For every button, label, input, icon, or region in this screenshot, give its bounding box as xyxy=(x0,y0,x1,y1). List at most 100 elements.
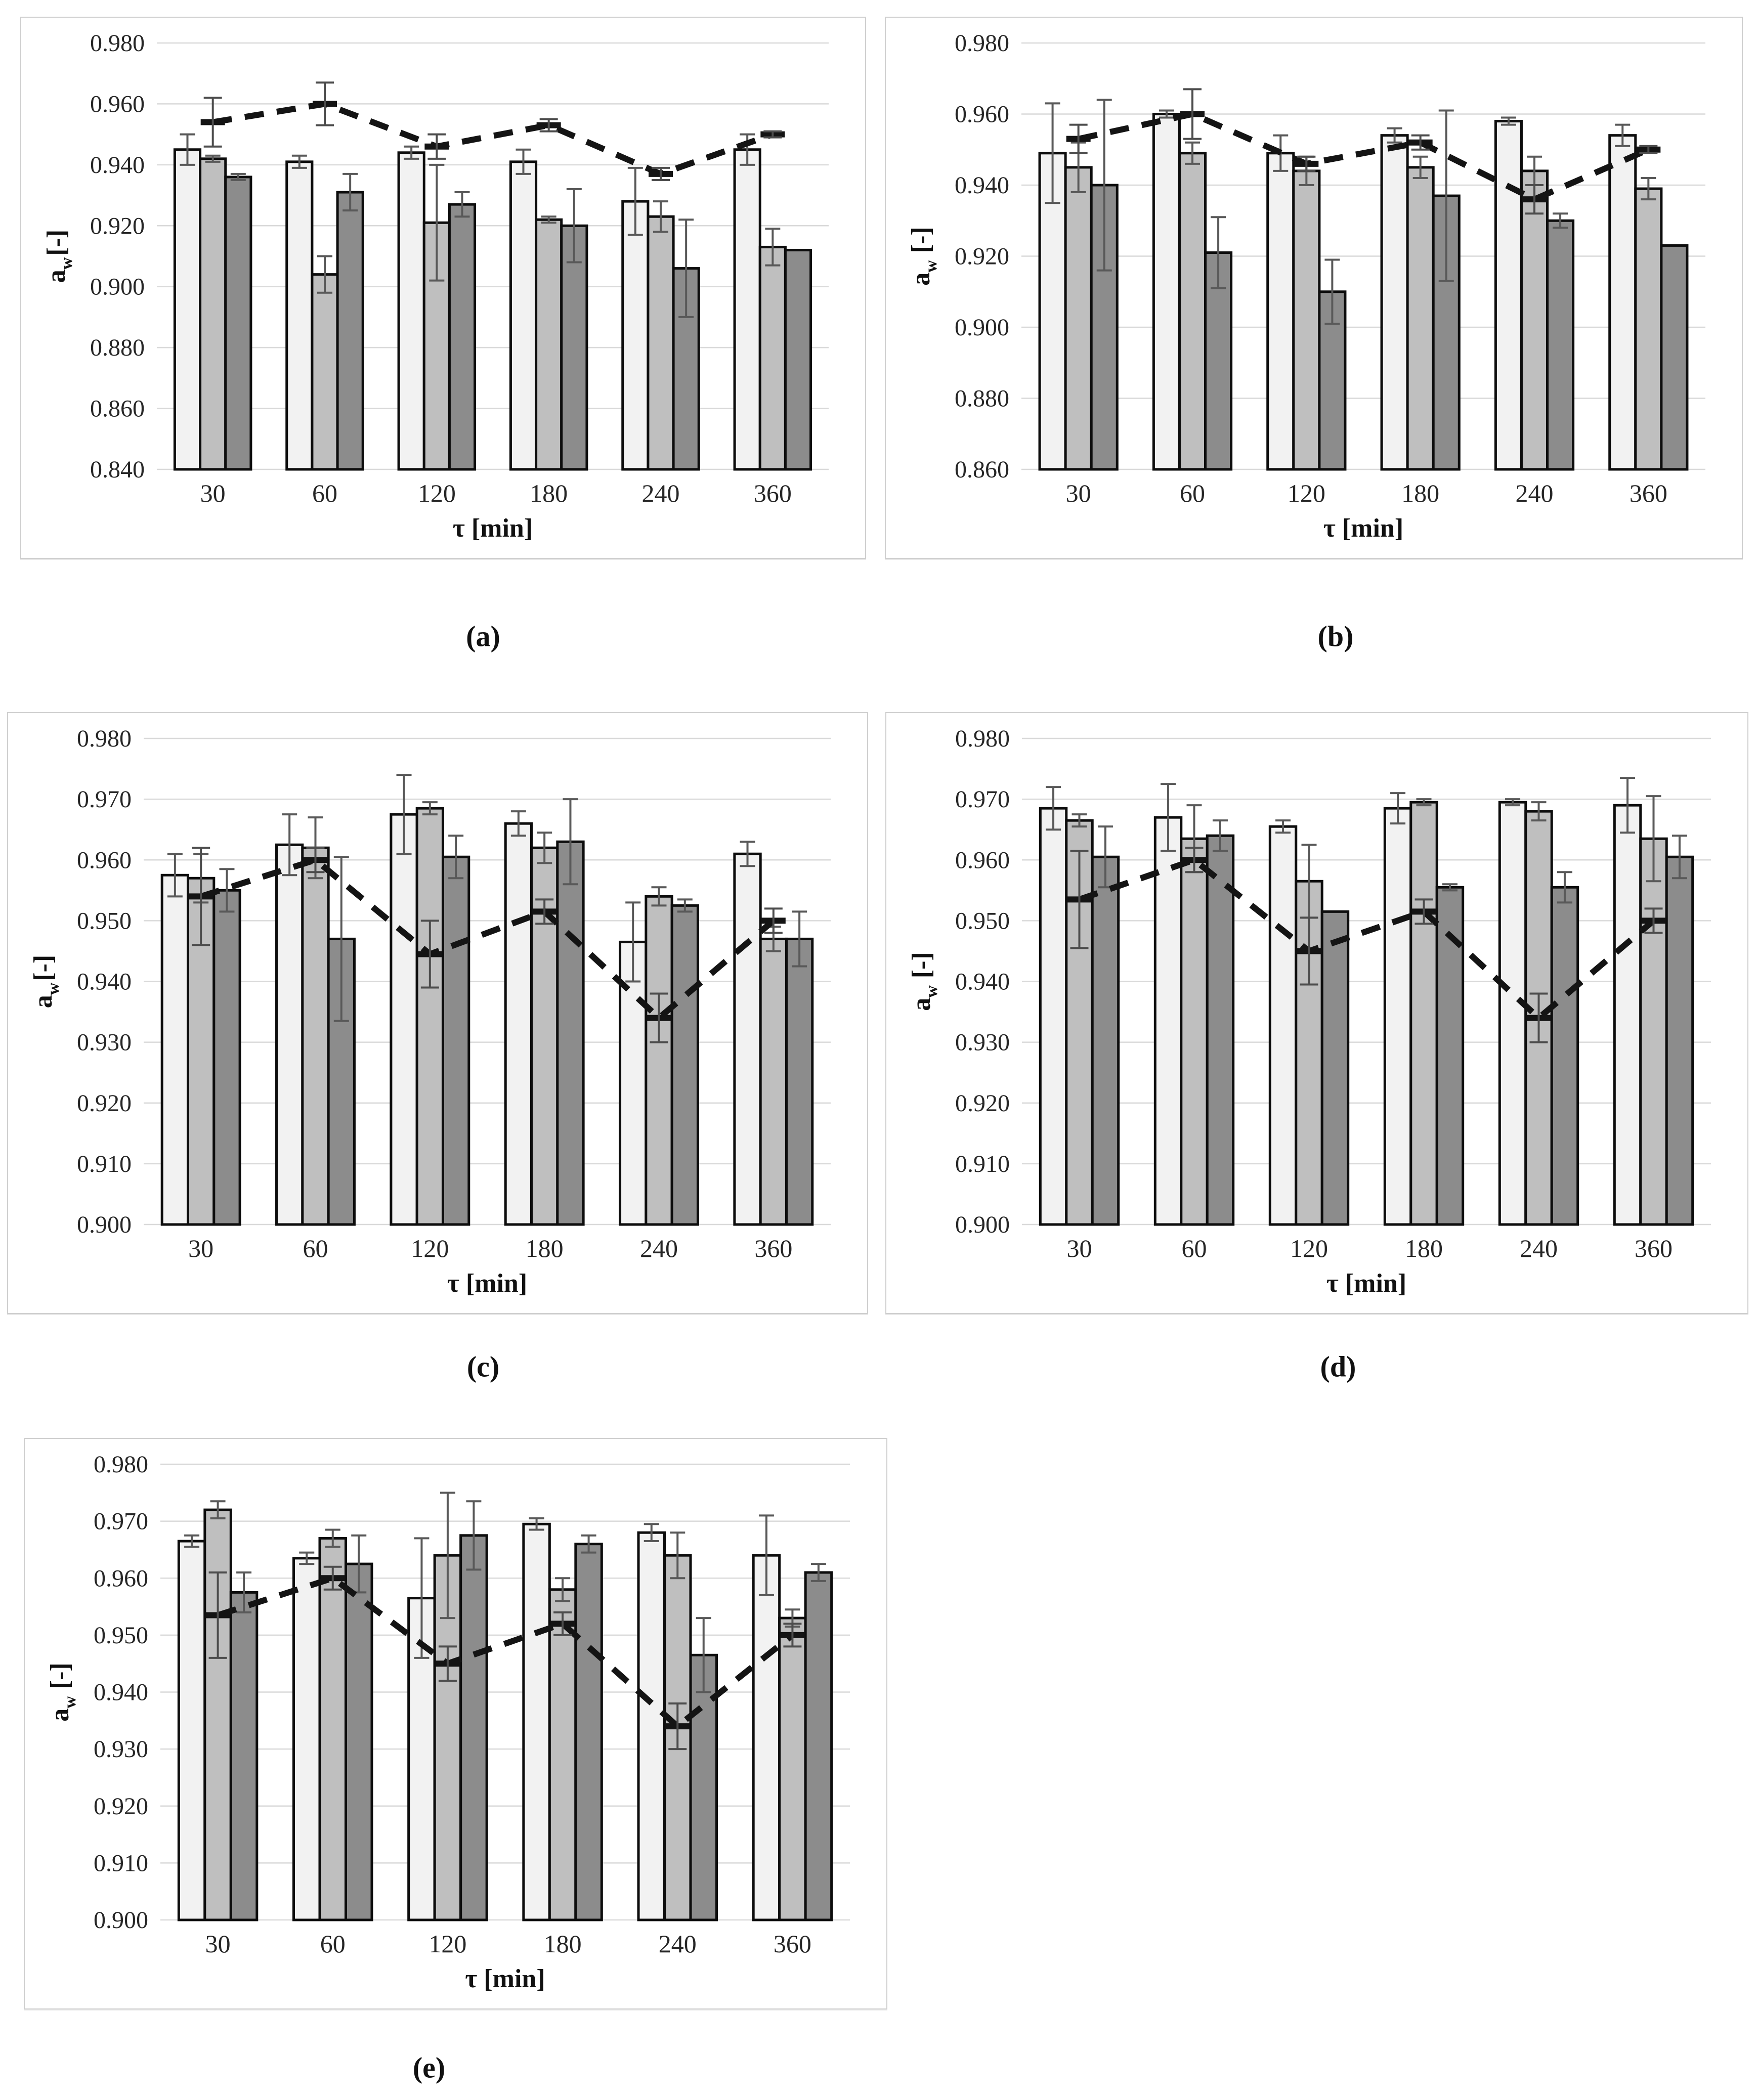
bar-light-360 xyxy=(1608,134,1637,471)
y-tick-label: 0.860 xyxy=(955,456,1009,483)
bar-medium-60 xyxy=(311,273,339,471)
bar-light-360 xyxy=(752,1554,781,1921)
bar-dark-240 xyxy=(689,1653,718,1921)
bar-dark-60 xyxy=(1206,834,1235,1226)
x-tick-label: 180 xyxy=(1401,479,1439,507)
bar-dark-360 xyxy=(784,248,812,471)
x-tick-label: 240 xyxy=(640,1234,678,1262)
bar-light-240 xyxy=(1494,120,1523,471)
bar-light-120 xyxy=(390,813,418,1226)
y-tick-label: 0.980 xyxy=(955,30,1009,57)
subfig-label-d: (d) xyxy=(1320,1350,1356,1383)
y-tick-label: 0.900 xyxy=(94,1907,148,1934)
x-tick-label: 60 xyxy=(312,479,337,507)
chart-panel-b: 0.980 0.960 0.940 0.920 0.900 0.880 0.860 30 60 1… xyxy=(885,17,1743,559)
bar-medium-60 xyxy=(1178,152,1207,471)
bar-dark-120 xyxy=(1320,910,1350,1226)
chart-panel-e: 0.980 0.970 0.960 0.950 0.940 0.930 0.920 0.910… xyxy=(24,1438,887,2009)
x-axis-title: τ [min] xyxy=(453,514,533,543)
bar-dark-360 xyxy=(804,1571,833,1921)
bar-light-60 xyxy=(285,160,314,471)
x-axis-title: τ [min] xyxy=(1326,1269,1406,1298)
dashed-control-line xyxy=(217,1574,795,1730)
dashed-control-line xyxy=(200,856,776,1022)
y-axis-title: aw[-] xyxy=(29,955,63,1009)
bar-medium-30 xyxy=(203,1508,232,1921)
y-tick-label: 0.880 xyxy=(955,385,1009,412)
x-tick-label: 60 xyxy=(1182,1234,1207,1262)
bar-medium-360 xyxy=(759,937,788,1226)
bar-light-360 xyxy=(1613,804,1642,1226)
y-axis-title: aw[-] xyxy=(907,227,940,286)
bar-dark-240 xyxy=(1546,219,1575,471)
x-tick-label: 60 xyxy=(320,1930,346,1958)
y-axis-title: aw[-] xyxy=(907,952,941,1011)
x-axis-title: τ [min] xyxy=(1323,514,1403,543)
x-tick-label: 30 xyxy=(1067,1234,1092,1262)
y-tick-label: 0.950 xyxy=(94,1622,148,1649)
chart-panel-a: 0.980 0.960 0.940 0.920 0.900 0.880 0.860 0.840… xyxy=(20,17,866,559)
subfig-label-c: (c) xyxy=(466,1350,500,1383)
dashed-control-line xyxy=(1078,111,1650,203)
bar-light-120 xyxy=(397,151,425,471)
bar-dark-30 xyxy=(212,889,241,1226)
bar-dark-360 xyxy=(785,937,814,1226)
y-tick-label: 0.920 xyxy=(94,1793,148,1820)
x-tick-label: 360 xyxy=(754,1234,792,1262)
bar-light-30 xyxy=(173,148,202,471)
y-tick-label: 0.940 xyxy=(90,152,145,179)
bar-dark-180 xyxy=(556,840,585,1226)
x-tick-label: 360 xyxy=(754,479,792,507)
bar-light-240 xyxy=(621,200,650,471)
x-tick-label: 120 xyxy=(1290,1234,1328,1262)
y-tick-label: 0.840 xyxy=(90,456,145,483)
bar-medium-30 xyxy=(199,157,227,471)
bar-medium-240 xyxy=(1520,169,1549,471)
bar-light-30 xyxy=(1038,152,1067,471)
subfig-label-e: (e) xyxy=(412,2051,446,2084)
bar-medium-60 xyxy=(318,1537,347,1921)
bar-dark-120 xyxy=(459,1534,488,1921)
y-tick-label: 0.940 xyxy=(77,969,132,995)
dashed-control-line xyxy=(1078,856,1656,1022)
bar-medium-360 xyxy=(778,1616,807,1921)
y-tick-label: 0.950 xyxy=(77,907,132,934)
y-tick-label: 0.880 xyxy=(90,334,145,361)
bar-light-60 xyxy=(275,843,304,1226)
y-tick-label: 0.960 xyxy=(955,847,1010,873)
x-tick-label: 360 xyxy=(774,1930,811,1958)
y-tick-label: 0.970 xyxy=(77,786,132,813)
chart-b: 0.980 0.960 0.940 0.920 0.900 0.880 0.860 30 60 1… xyxy=(907,30,1705,543)
y-tick-label: 0.950 xyxy=(955,907,1010,934)
x-tick-label: 60 xyxy=(1180,479,1205,507)
y-tick-label: 0.970 xyxy=(955,786,1010,813)
y-tick-label: 0.970 xyxy=(94,1508,148,1535)
bar-medium-360 xyxy=(1634,187,1663,471)
bar-light-180 xyxy=(522,1522,551,1921)
bar-light-180 xyxy=(1380,134,1409,471)
y-tick-label: 0.930 xyxy=(94,1736,148,1763)
bar-light-60 xyxy=(1152,113,1181,471)
x-tick-label: 120 xyxy=(411,1234,449,1262)
dashed-control-line xyxy=(212,101,774,178)
y-tick-label: 0.980 xyxy=(94,1451,148,1478)
y-tick-label: 0.940 xyxy=(94,1679,148,1706)
y-tick-label: 0.920 xyxy=(955,1090,1010,1117)
y-tick-label: 0.980 xyxy=(90,30,145,57)
bar-dark-30 xyxy=(1091,855,1120,1226)
bar-light-30 xyxy=(177,1540,206,1921)
bar-medium-120 xyxy=(1292,169,1321,471)
x-tick-label: 360 xyxy=(1630,479,1667,507)
x-tick-label: 30 xyxy=(205,1930,231,1958)
y-tick-label: 0.960 xyxy=(955,101,1009,128)
bar-light-30 xyxy=(160,873,190,1226)
y-axis-title: aw[-] xyxy=(42,230,76,283)
y-tick-label: 0.980 xyxy=(955,725,1010,752)
bar-medium-240 xyxy=(647,215,675,471)
y-tick-label: 0.900 xyxy=(77,1211,132,1238)
x-tick-label: 60 xyxy=(303,1234,328,1262)
bar-dark-30 xyxy=(229,1591,259,1921)
bar-dark-120 xyxy=(448,203,477,471)
bar-medium-180 xyxy=(1406,166,1435,471)
